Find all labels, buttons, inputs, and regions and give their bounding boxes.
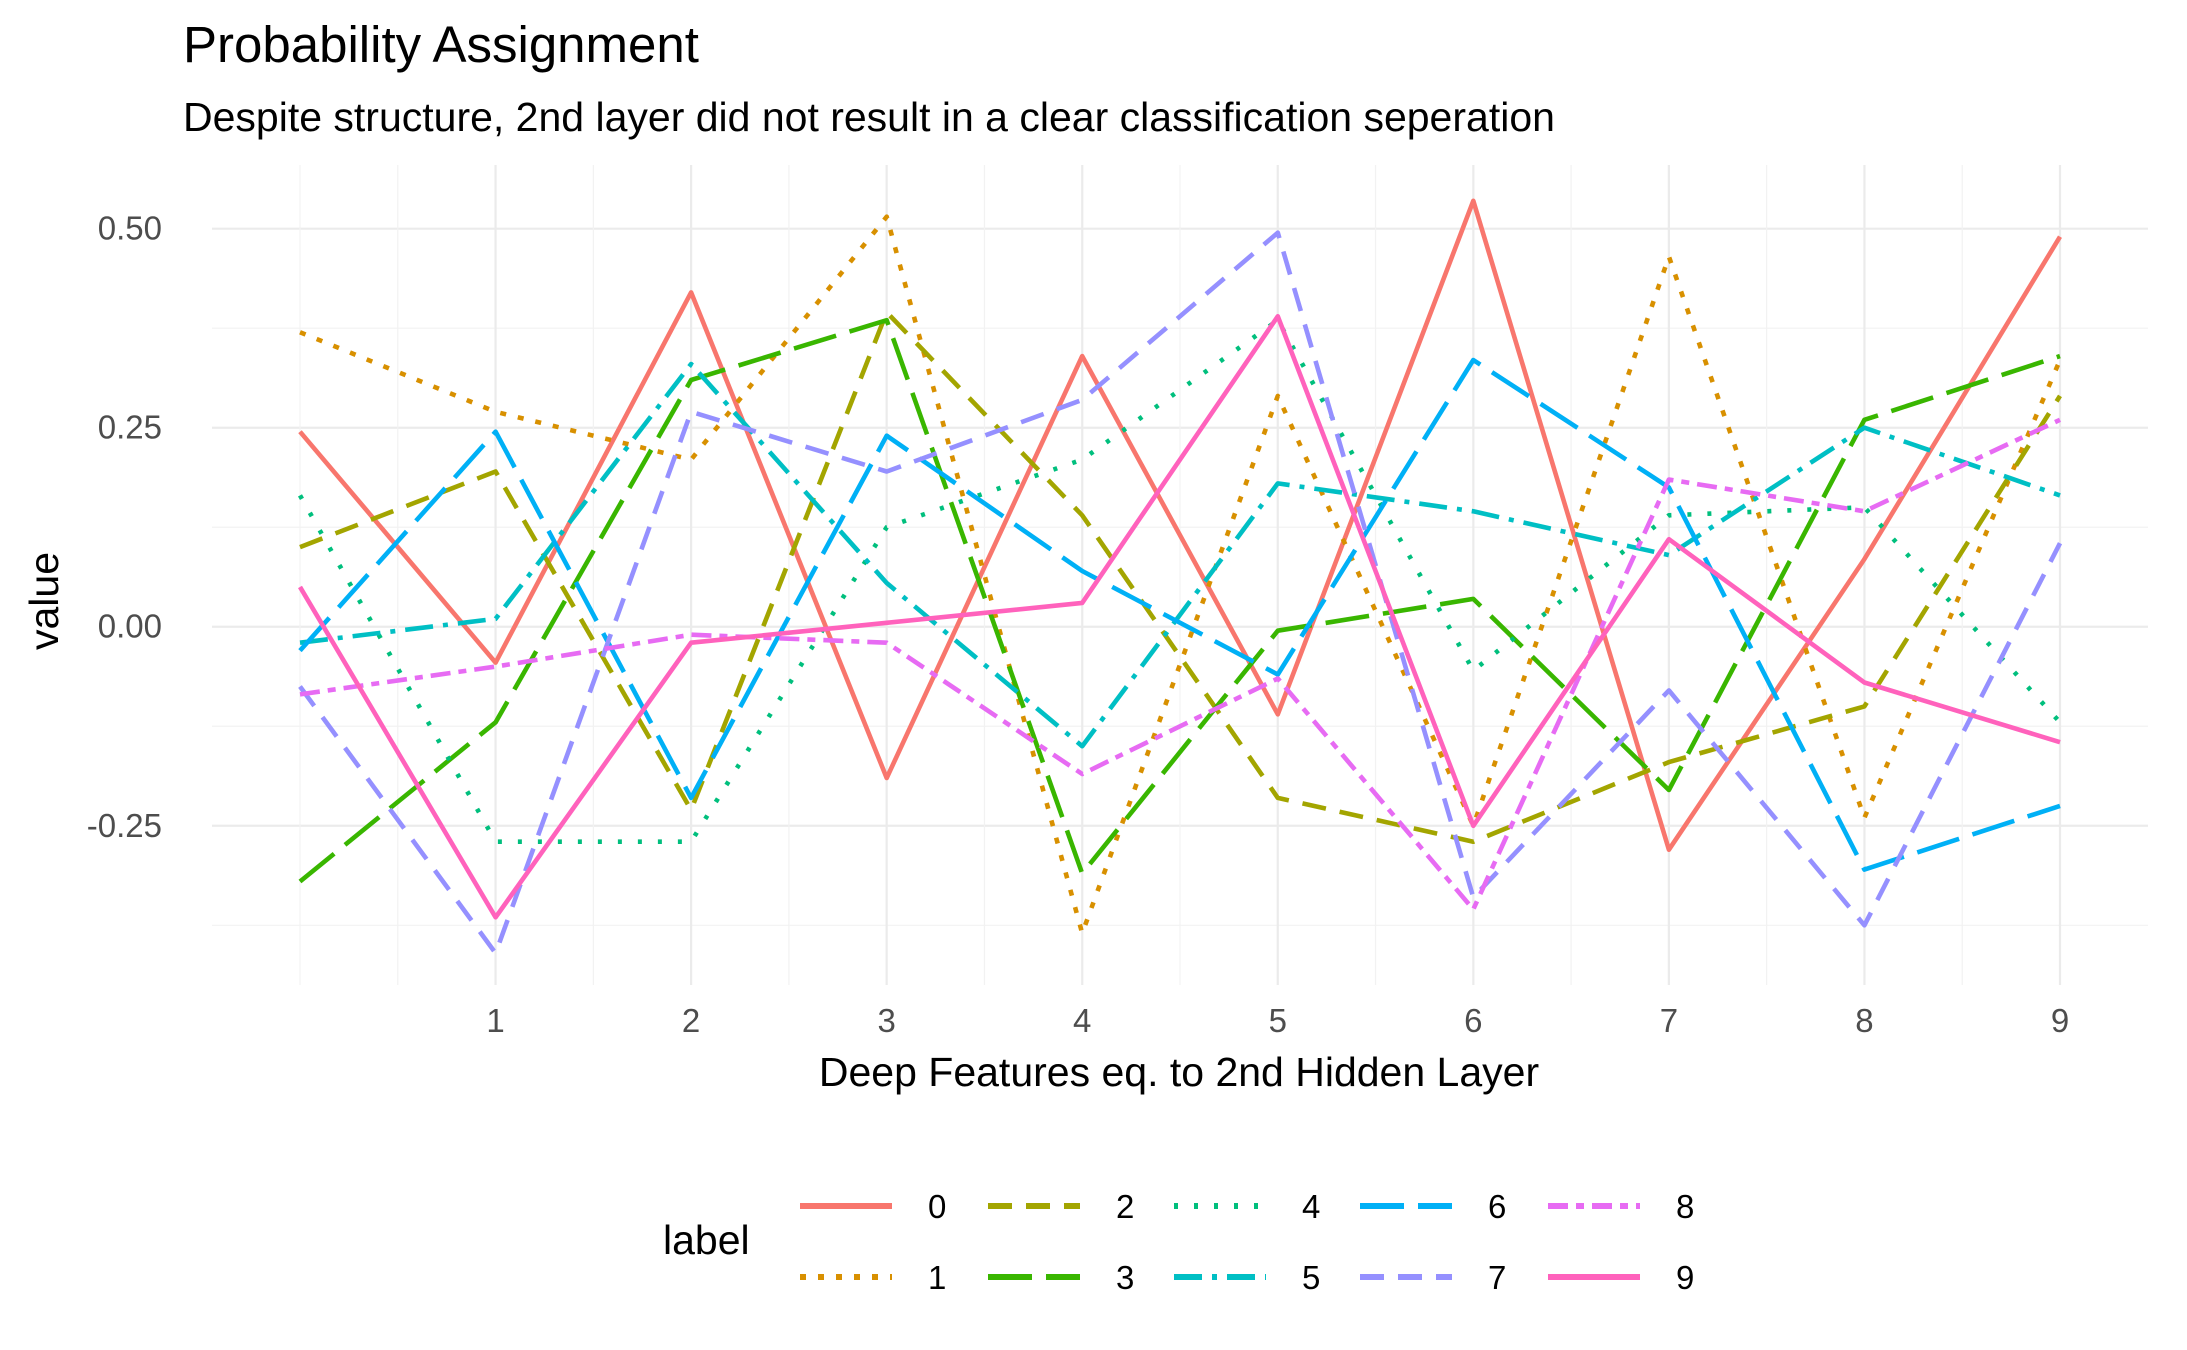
- series-line-7: [298, 230, 2063, 956]
- x-tick-label: 6: [1464, 1002, 1482, 1039]
- legend-label-5: 5: [1302, 1259, 1320, 1296]
- chart-title: Probability Assignment: [183, 16, 699, 73]
- legend-label-7: 7: [1488, 1259, 1506, 1296]
- y-tick-label: 0.00: [98, 608, 162, 645]
- legend-label-3: 3: [1116, 1259, 1134, 1296]
- legend-label-8: 8: [1676, 1188, 1694, 1225]
- legend-label-0: 0: [928, 1188, 946, 1225]
- series-lines: [297, 198, 2063, 956]
- x-tick-label: 4: [1073, 1002, 1091, 1039]
- grid-lines: [212, 165, 2148, 985]
- legend-label-6: 6: [1488, 1188, 1506, 1225]
- x-axis-title: Deep Features eq. to 2nd Hidden Layer: [819, 1049, 1539, 1095]
- legend-label-2: 2: [1116, 1188, 1134, 1225]
- series-line-9: [298, 313, 2061, 920]
- series-line-8: [299, 417, 2061, 912]
- x-tick-label: 7: [1660, 1002, 1678, 1039]
- x-tick-label: 5: [1269, 1002, 1287, 1039]
- series-line-5: [299, 361, 2061, 749]
- legend-label-1: 1: [928, 1259, 946, 1296]
- x-tick-label: 9: [2051, 1002, 2069, 1039]
- y-tick-label: 0.50: [98, 210, 162, 247]
- legend: label 0 1 2 3 4 5 6 7 8 9: [663, 1188, 1694, 1296]
- x-axis-ticks: 1 2 3 4 5 6 7 8 9: [486, 1002, 2069, 1039]
- series-line-1: [299, 214, 2063, 936]
- y-axis-ticks: -0.25 0.00 0.25 0.50: [87, 210, 162, 844]
- x-tick-label: 2: [682, 1002, 700, 1039]
- x-tick-label: 8: [1855, 1002, 1873, 1039]
- legend-label-9: 9: [1676, 1259, 1694, 1296]
- x-tick-label: 1: [486, 1002, 504, 1039]
- y-axis-title: value: [21, 552, 67, 650]
- series-line-0: [298, 198, 2062, 853]
- series-line-6: [298, 357, 2061, 872]
- y-tick-label: 0.25: [98, 409, 162, 446]
- chart-subtitle: Despite structure, 2nd layer did not res…: [183, 94, 1555, 140]
- series-line-3: [298, 317, 2061, 884]
- legend-label-4: 4: [1302, 1188, 1320, 1225]
- y-tick-label: -0.25: [87, 807, 162, 844]
- legend-title: label: [663, 1217, 750, 1263]
- x-tick-label: 3: [877, 1002, 895, 1039]
